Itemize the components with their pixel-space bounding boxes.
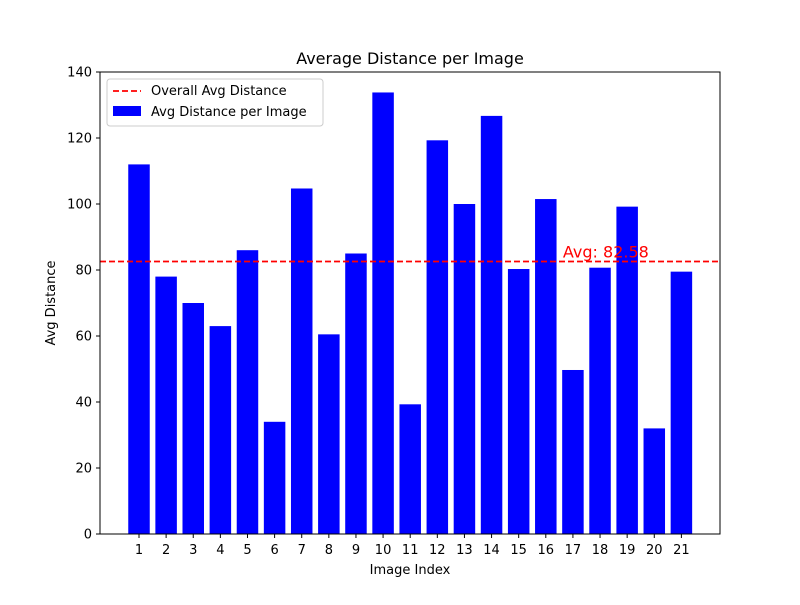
- bar-15: [507, 269, 530, 534]
- y-tick-label: 40: [75, 396, 92, 411]
- x-tick-label: 17: [565, 543, 582, 558]
- legend-swatch-bars: [113, 106, 141, 116]
- bar-9: [345, 253, 367, 534]
- bar-14: [480, 115, 503, 534]
- x-tick-label: 20: [646, 543, 663, 558]
- bar-18: [589, 267, 611, 534]
- y-axis: 0 20 40 60 80 100 120 140: [67, 66, 100, 543]
- bar-12: [426, 140, 449, 534]
- bar-3: [182, 303, 204, 534]
- bar-13: [453, 204, 476, 534]
- y-tick-label: 0: [84, 528, 92, 543]
- y-tick-label: 80: [75, 264, 92, 279]
- bar-1: [128, 164, 150, 534]
- bars-group: [128, 92, 693, 535]
- x-axis-label: Image Index: [370, 563, 451, 578]
- bar-7: [290, 188, 313, 535]
- bar-10: [372, 92, 394, 535]
- x-tick-label: 18: [592, 543, 609, 558]
- y-tick-label: 20: [75, 462, 92, 477]
- bar-8: [318, 334, 340, 534]
- y-tick-label: 120: [67, 132, 92, 147]
- bar-17: [562, 369, 584, 534]
- x-tick-label: 5: [243, 543, 251, 558]
- bar-20: [643, 428, 666, 534]
- x-tick-label: 3: [189, 543, 197, 558]
- bar-2: [155, 276, 177, 534]
- y-tick-label: 100: [67, 198, 92, 213]
- reference-line-label: Avg: 82.58: [563, 242, 649, 261]
- x-tick-label: 10: [375, 543, 392, 558]
- x-tick-label: 19: [619, 543, 636, 558]
- x-tick-label: 6: [270, 543, 278, 558]
- y-tick-label: 60: [75, 330, 92, 345]
- x-tick-label: 11: [402, 543, 419, 558]
- chart-title: Average Distance per Image: [296, 49, 524, 68]
- x-tick-label: 13: [456, 543, 473, 558]
- legend-frame: [106, 78, 324, 127]
- legend: Overall Avg Distance Avg Distance per Im…: [106, 78, 324, 127]
- legend-entry-bars: Avg Distance per Image: [151, 105, 307, 120]
- x-tick-label: 12: [429, 543, 446, 558]
- x-tick-label: 8: [325, 543, 333, 558]
- bar-4: [209, 326, 232, 534]
- bar-5: [236, 250, 259, 534]
- y-tick-label: 140: [67, 66, 92, 81]
- x-axis: 1 2 3 4 5 6 7 8 9 10 11 12 13 14 15 16 17 18 19 20 21: [135, 534, 690, 558]
- x-tick-label: 7: [298, 543, 306, 558]
- x-tick-label: 9: [352, 543, 360, 558]
- legend-entry-reference-line: Overall Avg Distance: [151, 84, 287, 99]
- bar-21: [670, 271, 693, 534]
- x-tick-label: 15: [510, 543, 527, 558]
- x-tick-label: 4: [216, 543, 224, 558]
- x-tick-label: 21: [673, 543, 690, 558]
- x-tick-label: 14: [483, 543, 500, 558]
- x-tick-label: 1: [135, 543, 143, 558]
- bar-6: [263, 421, 286, 534]
- y-axis-label: Avg Distance: [44, 260, 59, 345]
- reference-line-group: Avg: 82.58: [100, 242, 720, 263]
- x-tick-label: 2: [162, 543, 170, 558]
- bar-19: [616, 206, 638, 534]
- bar-16: [535, 199, 557, 535]
- x-tick-label: 16: [538, 543, 555, 558]
- bar-11: [399, 404, 421, 534]
